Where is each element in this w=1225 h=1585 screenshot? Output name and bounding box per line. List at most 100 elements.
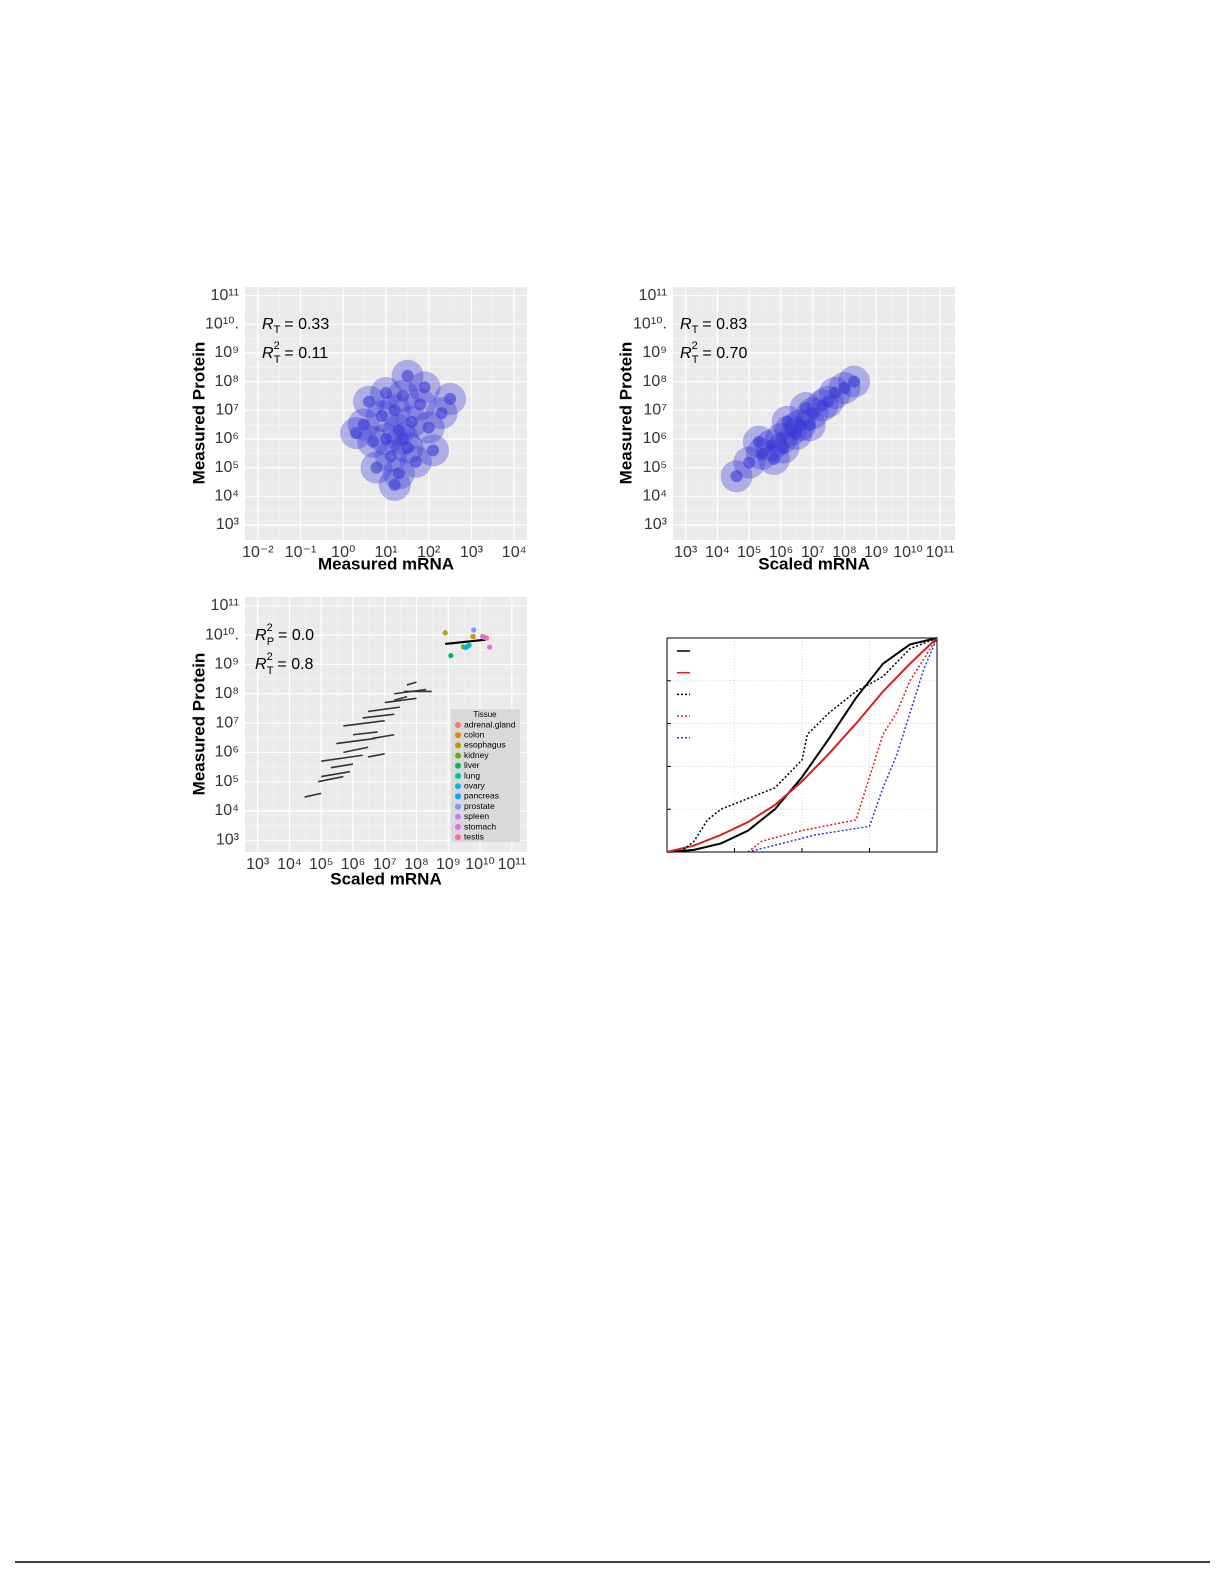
x-tick-label: 10⁵ (737, 544, 761, 561)
legend-swatch (455, 793, 461, 800)
x-tick-label: 10⁶ (769, 544, 793, 561)
point (803, 419, 816, 432)
x-axis-label: Measured mRNA (318, 554, 454, 573)
legend-label: liver (464, 760, 480, 770)
point (781, 415, 794, 428)
y-tick-label: 10⁷ (215, 402, 239, 419)
gene-segment (352, 731, 378, 736)
gene-segment (304, 792, 322, 798)
annotation-symbol: R (680, 345, 692, 362)
legend-label: kidney (464, 750, 489, 760)
gene-segment (367, 752, 385, 758)
x-tick-label: 10¹⁰ (465, 856, 495, 873)
point (444, 392, 457, 405)
y-axis-label: Measured Protein (189, 342, 208, 485)
point (799, 402, 812, 415)
y-tick-label: 10¹⁰. (633, 316, 667, 333)
y-tick-label: 10⁸ (214, 685, 239, 702)
tissue-point (448, 653, 454, 659)
y-tick-label: 10¹⁰. (205, 626, 239, 643)
x-tick-label: 10⁵ (309, 856, 333, 873)
point (363, 395, 376, 408)
point (730, 470, 743, 483)
x-tick-label: 10² (417, 544, 441, 561)
point (384, 450, 397, 463)
annotation-symbol: R (262, 316, 274, 333)
x-tick-label: 10³ (674, 544, 698, 561)
y-tick-label: 10⁵ (643, 459, 667, 476)
point (401, 369, 414, 382)
annotation-sup: 2 (274, 340, 280, 352)
cdf-line (666, 637, 938, 853)
point (392, 467, 405, 480)
point (427, 444, 440, 457)
y-tick-label: 10¹⁰. (205, 316, 239, 333)
y-tick-label: 10⁹ (214, 656, 239, 673)
point (752, 435, 765, 448)
point (743, 456, 756, 469)
legend-label: esophagus (464, 740, 506, 750)
y-tick-label: 10⁸ (642, 373, 667, 390)
legend-swatch (455, 762, 461, 769)
annotation: RT = 0.83 (680, 316, 747, 336)
point (422, 421, 435, 434)
annotation-sub: T (274, 354, 281, 366)
tissue-point (471, 627, 477, 633)
x-tick-label: 10⁷ (801, 544, 825, 561)
x-axis-label: Scaled mRNA (758, 554, 869, 573)
x-tick-label: 10⁷ (373, 856, 397, 873)
tissue-point (464, 644, 470, 650)
legend-swatch (455, 773, 461, 779)
legend-swatch (455, 834, 461, 841)
y-tick-label: 10⁶ (215, 430, 239, 447)
point-cloud (720, 365, 871, 493)
annotation-symbol: R (255, 656, 267, 673)
tissue-point (487, 644, 493, 650)
y-tick-label: 10¹¹ (639, 287, 667, 304)
annotation-symbol: R (680, 316, 692, 333)
y-tick-label: 10¹¹ (211, 597, 239, 614)
y-tick-label: 10³ (644, 516, 668, 533)
gene-segment (343, 719, 385, 727)
y-tick-label: 10⁷ (643, 402, 667, 419)
annotation: R2 P = 0.0 (255, 622, 314, 648)
y-tick-label: 10⁷ (215, 714, 239, 731)
annotation-text: = 0.33 (284, 316, 329, 333)
legend-label: pancreas (464, 791, 499, 801)
legend-swatch (455, 722, 461, 728)
point (755, 447, 768, 460)
annotation: RT = 0.33 (262, 316, 329, 336)
legend-swatch (455, 824, 461, 830)
x-tick-label: 10⁰ (331, 544, 355, 561)
annotation: R2 T = 0.11 (262, 340, 328, 366)
gene-segment (343, 746, 369, 754)
point (380, 432, 392, 445)
tissue-point (470, 633, 476, 640)
point (357, 418, 370, 431)
point (405, 415, 418, 428)
point (414, 398, 427, 411)
y-tick-label: 10⁴ (214, 488, 239, 505)
point (396, 389, 409, 402)
legend-label: lung (464, 770, 480, 780)
annotation-text: = 0.11 (284, 345, 328, 362)
x-tick-label: 10⁴ (277, 856, 302, 873)
y-tick-label: 10⁴ (214, 802, 239, 819)
legend-swatch (455, 813, 461, 820)
x-tick-label: 10⁸ (404, 856, 429, 873)
annotation-symbol: R (255, 627, 267, 644)
point (848, 375, 861, 388)
x-tick-label: 10⁴ (502, 544, 527, 561)
gene-segment (336, 737, 376, 745)
legend-label: stomach (464, 821, 496, 831)
point (767, 453, 780, 466)
point (388, 404, 401, 417)
x-tick-label: 10⁻¹ (285, 544, 317, 561)
annotation-text: = 0.83 (702, 316, 747, 333)
y-tick-label: 10⁹ (214, 344, 239, 361)
x-tick-label: 10¹¹ (926, 544, 954, 561)
x-tick-label: 10⁴ (705, 544, 730, 561)
point (765, 439, 778, 452)
legend-title: Tissue (473, 710, 497, 719)
